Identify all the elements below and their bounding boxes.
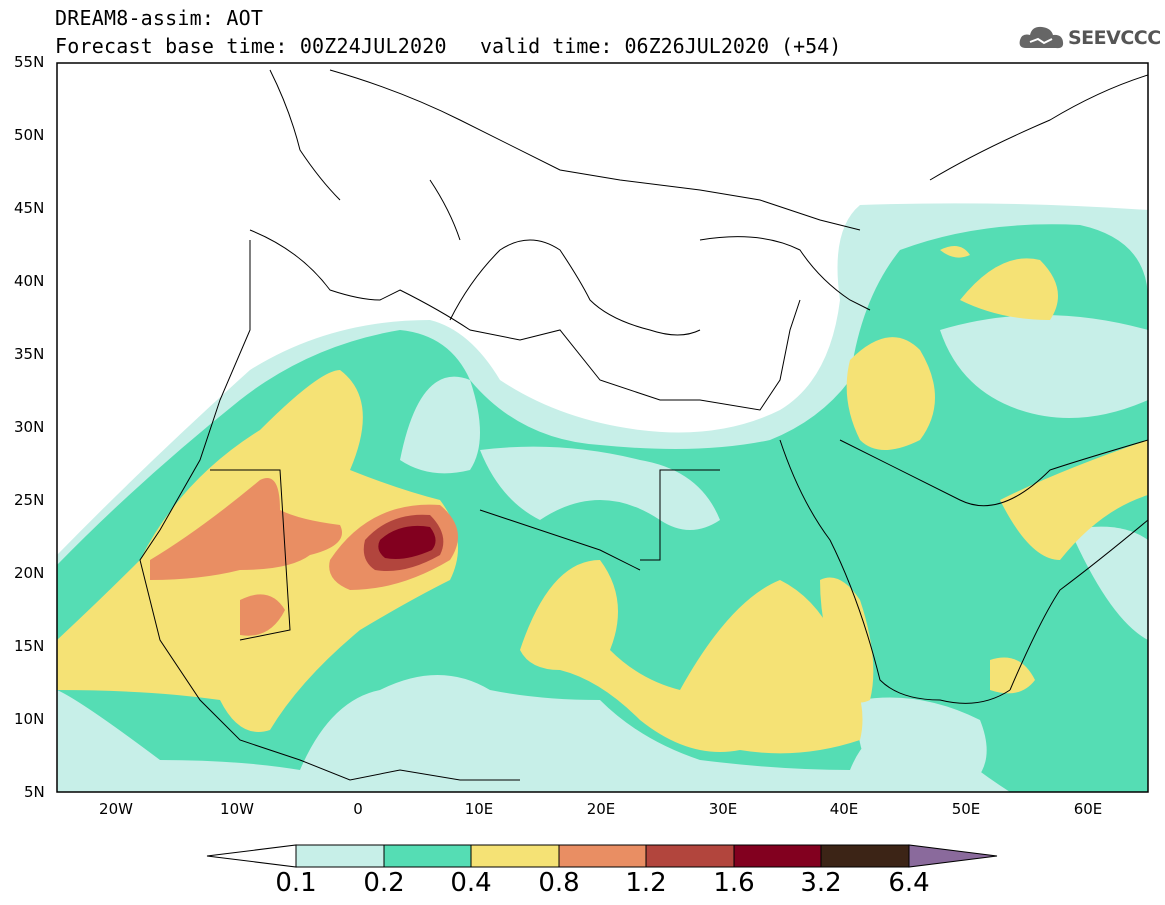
lat-label: 20N <box>14 564 45 582</box>
forecast-base-time: Forecast base time: 00Z24JUL2020 <box>55 34 447 58</box>
colorbar-label: 0.1 <box>275 868 317 898</box>
lat-label: 50N <box>14 126 45 144</box>
lat-label: 10N <box>14 710 45 728</box>
colorbar-label: 3.2 <box>800 868 842 898</box>
colorbar-min-arrow <box>206 844 297 868</box>
lon-label: 20E <box>586 800 616 818</box>
lat-label: 45N <box>14 199 45 217</box>
lon-label: 40E <box>829 800 859 818</box>
lon-label: 50E <box>951 800 981 818</box>
lon-label: 0 <box>353 800 363 818</box>
lon-label: 20W <box>99 800 133 818</box>
colorbar-swatch <box>295 844 385 868</box>
aot-level-0.8 <box>150 478 342 580</box>
valid-time: valid time: 06Z26JUL2020 (+54) <box>480 34 842 58</box>
colorbar-label: 6.4 <box>888 868 930 898</box>
cloud-icon <box>1019 26 1064 49</box>
colorbar-label: 0.8 <box>538 868 580 898</box>
lat-label: 40N <box>14 272 45 290</box>
coastlines <box>139 69 1148 781</box>
lat-label: 35N <box>14 345 45 363</box>
seevccc-logo: SEEVCCC <box>1018 22 1161 56</box>
colorbar-label: 1.2 <box>625 868 667 898</box>
colorbar-swatch <box>733 844 822 868</box>
map-title: DREAM8-assim: AOT <box>55 6 264 30</box>
colorbar-max-arrow <box>908 844 998 868</box>
lat-label: 5N <box>24 783 45 801</box>
colorbar-label: 0.4 <box>450 868 492 898</box>
colorbar <box>206 844 998 868</box>
lat-label: 15N <box>14 637 45 655</box>
map-frame <box>56 62 1149 793</box>
colorbar-label: 0.2 <box>363 868 405 898</box>
lon-label: 10E <box>464 800 494 818</box>
aot-level-1.6 <box>378 525 436 559</box>
colorbar-swatch <box>820 844 910 868</box>
colorbar-swatch <box>470 844 560 868</box>
lon-label: 60E <box>1073 800 1103 818</box>
lat-label: 30N <box>14 418 45 436</box>
lat-label: 55N <box>14 53 45 71</box>
lat-label: 25N <box>14 491 45 509</box>
colorbar-swatch <box>645 844 735 868</box>
colorbar-swatch <box>558 844 647 868</box>
colorbar-swatch <box>383 844 472 868</box>
logo-text: SEEVCCC <box>1068 27 1161 49</box>
aot-field <box>57 63 1148 792</box>
lon-label: 30E <box>708 800 738 818</box>
lon-label: 10W <box>220 800 254 818</box>
colorbar-label: 1.6 <box>713 868 755 898</box>
